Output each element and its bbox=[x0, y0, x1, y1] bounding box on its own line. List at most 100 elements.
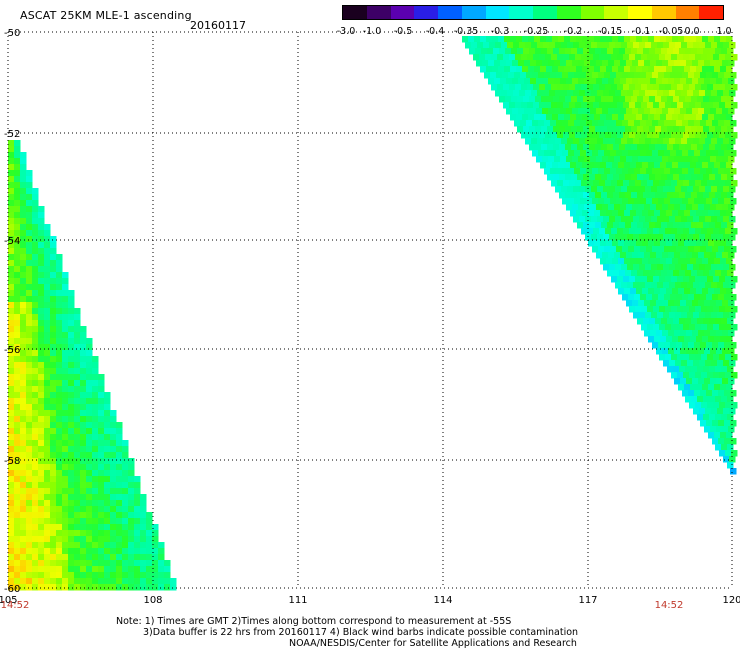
wind-cell bbox=[152, 548, 159, 555]
wind-cell bbox=[68, 428, 75, 435]
wind-cell bbox=[38, 548, 45, 555]
wind-cell bbox=[38, 566, 45, 573]
wind-cell bbox=[632, 204, 639, 211]
wind-cell bbox=[724, 198, 731, 205]
wind-cell bbox=[600, 66, 607, 73]
wind-cell bbox=[636, 66, 643, 73]
wind-cell bbox=[562, 150, 569, 157]
wind-cell bbox=[140, 524, 147, 531]
wind-cell bbox=[481, 48, 488, 55]
wind-cell bbox=[32, 518, 39, 525]
wind-cell bbox=[646, 150, 653, 157]
wind-cell bbox=[529, 126, 536, 133]
wind-cell bbox=[607, 222, 614, 229]
wind-cell bbox=[600, 36, 607, 43]
wind-cell bbox=[56, 350, 63, 357]
wind-cell bbox=[606, 240, 613, 247]
wind-cell bbox=[512, 108, 519, 115]
wind-cell bbox=[140, 572, 147, 579]
wind-cell bbox=[513, 42, 520, 49]
wind-cell bbox=[50, 464, 57, 471]
wind-cell bbox=[592, 168, 599, 175]
wind-cell bbox=[675, 264, 682, 271]
wind-cell bbox=[26, 512, 33, 519]
wind-cell bbox=[122, 464, 129, 471]
wind-cell bbox=[86, 464, 93, 471]
wind-cell bbox=[92, 368, 99, 375]
wind-cell bbox=[723, 408, 730, 415]
wind-cell bbox=[716, 78, 723, 85]
wind-cell bbox=[687, 186, 694, 193]
wind-cell bbox=[699, 186, 706, 193]
wind-cell bbox=[577, 126, 584, 133]
wind-cell bbox=[14, 374, 21, 381]
wind-cell bbox=[8, 458, 15, 465]
wind-cell bbox=[26, 332, 33, 339]
wind-cell bbox=[20, 260, 27, 267]
wind-cell bbox=[639, 264, 646, 271]
wind-cell bbox=[672, 66, 679, 73]
wind-cell bbox=[725, 54, 732, 61]
wind-cell bbox=[652, 294, 659, 301]
wind-cell bbox=[38, 494, 45, 501]
wind-cell bbox=[26, 506, 33, 513]
wind-cell bbox=[655, 174, 662, 181]
wind-cell bbox=[8, 464, 15, 471]
wind-cell bbox=[26, 410, 33, 417]
wind-cell bbox=[521, 102, 528, 109]
wind-cell bbox=[549, 42, 556, 49]
wind-cell bbox=[122, 494, 129, 501]
wind-cell bbox=[92, 470, 99, 477]
wind-cell bbox=[589, 222, 596, 229]
wind-cell bbox=[14, 332, 21, 339]
wind-cell bbox=[615, 216, 622, 223]
wind-cell bbox=[703, 396, 710, 403]
wind-cell bbox=[20, 458, 27, 465]
wind-cell bbox=[32, 482, 39, 489]
wind-cell bbox=[80, 404, 87, 411]
wind-cell bbox=[104, 398, 111, 405]
wind-cell bbox=[643, 144, 650, 151]
wind-cell bbox=[504, 36, 511, 43]
colorbar-segment bbox=[675, 6, 700, 19]
wind-cell bbox=[700, 72, 707, 79]
wind-cell bbox=[528, 114, 535, 121]
wind-cell bbox=[721, 144, 728, 151]
wind-cell bbox=[712, 342, 719, 349]
wind-cell bbox=[656, 108, 663, 115]
wind-cell bbox=[8, 392, 15, 399]
wind-cell bbox=[681, 216, 688, 223]
wind-cell bbox=[32, 500, 39, 507]
wind-cell bbox=[624, 36, 631, 43]
wind-cell bbox=[134, 542, 141, 549]
wind-cell bbox=[563, 54, 570, 61]
wind-cell bbox=[713, 276, 720, 283]
wind-cell bbox=[614, 60, 621, 67]
wind-cell bbox=[8, 290, 15, 297]
wind-cell bbox=[636, 114, 643, 121]
wind-cell bbox=[663, 312, 670, 319]
wind-cell bbox=[731, 276, 738, 283]
wind-cell bbox=[494, 60, 501, 67]
wind-cell bbox=[116, 500, 123, 507]
wind-cell bbox=[92, 416, 99, 423]
wind-cell bbox=[728, 300, 735, 307]
wind-cell bbox=[643, 174, 650, 181]
wind-cell bbox=[678, 114, 685, 121]
wind-cell bbox=[521, 132, 528, 139]
wind-cell bbox=[666, 240, 673, 247]
wind-cell bbox=[718, 72, 725, 79]
wind-cell bbox=[724, 120, 731, 127]
wind-cell bbox=[504, 66, 511, 73]
wind-cell bbox=[689, 324, 696, 331]
wind-cell bbox=[673, 126, 680, 133]
wind-cell bbox=[615, 282, 622, 289]
wind-cell bbox=[591, 90, 598, 97]
wind-cell bbox=[26, 440, 33, 447]
wind-cell bbox=[546, 114, 553, 121]
wind-cell bbox=[38, 392, 45, 399]
wind-cell bbox=[684, 384, 691, 391]
wind-cell bbox=[580, 168, 587, 175]
wind-cell bbox=[98, 428, 105, 435]
wind-cell bbox=[38, 470, 45, 477]
